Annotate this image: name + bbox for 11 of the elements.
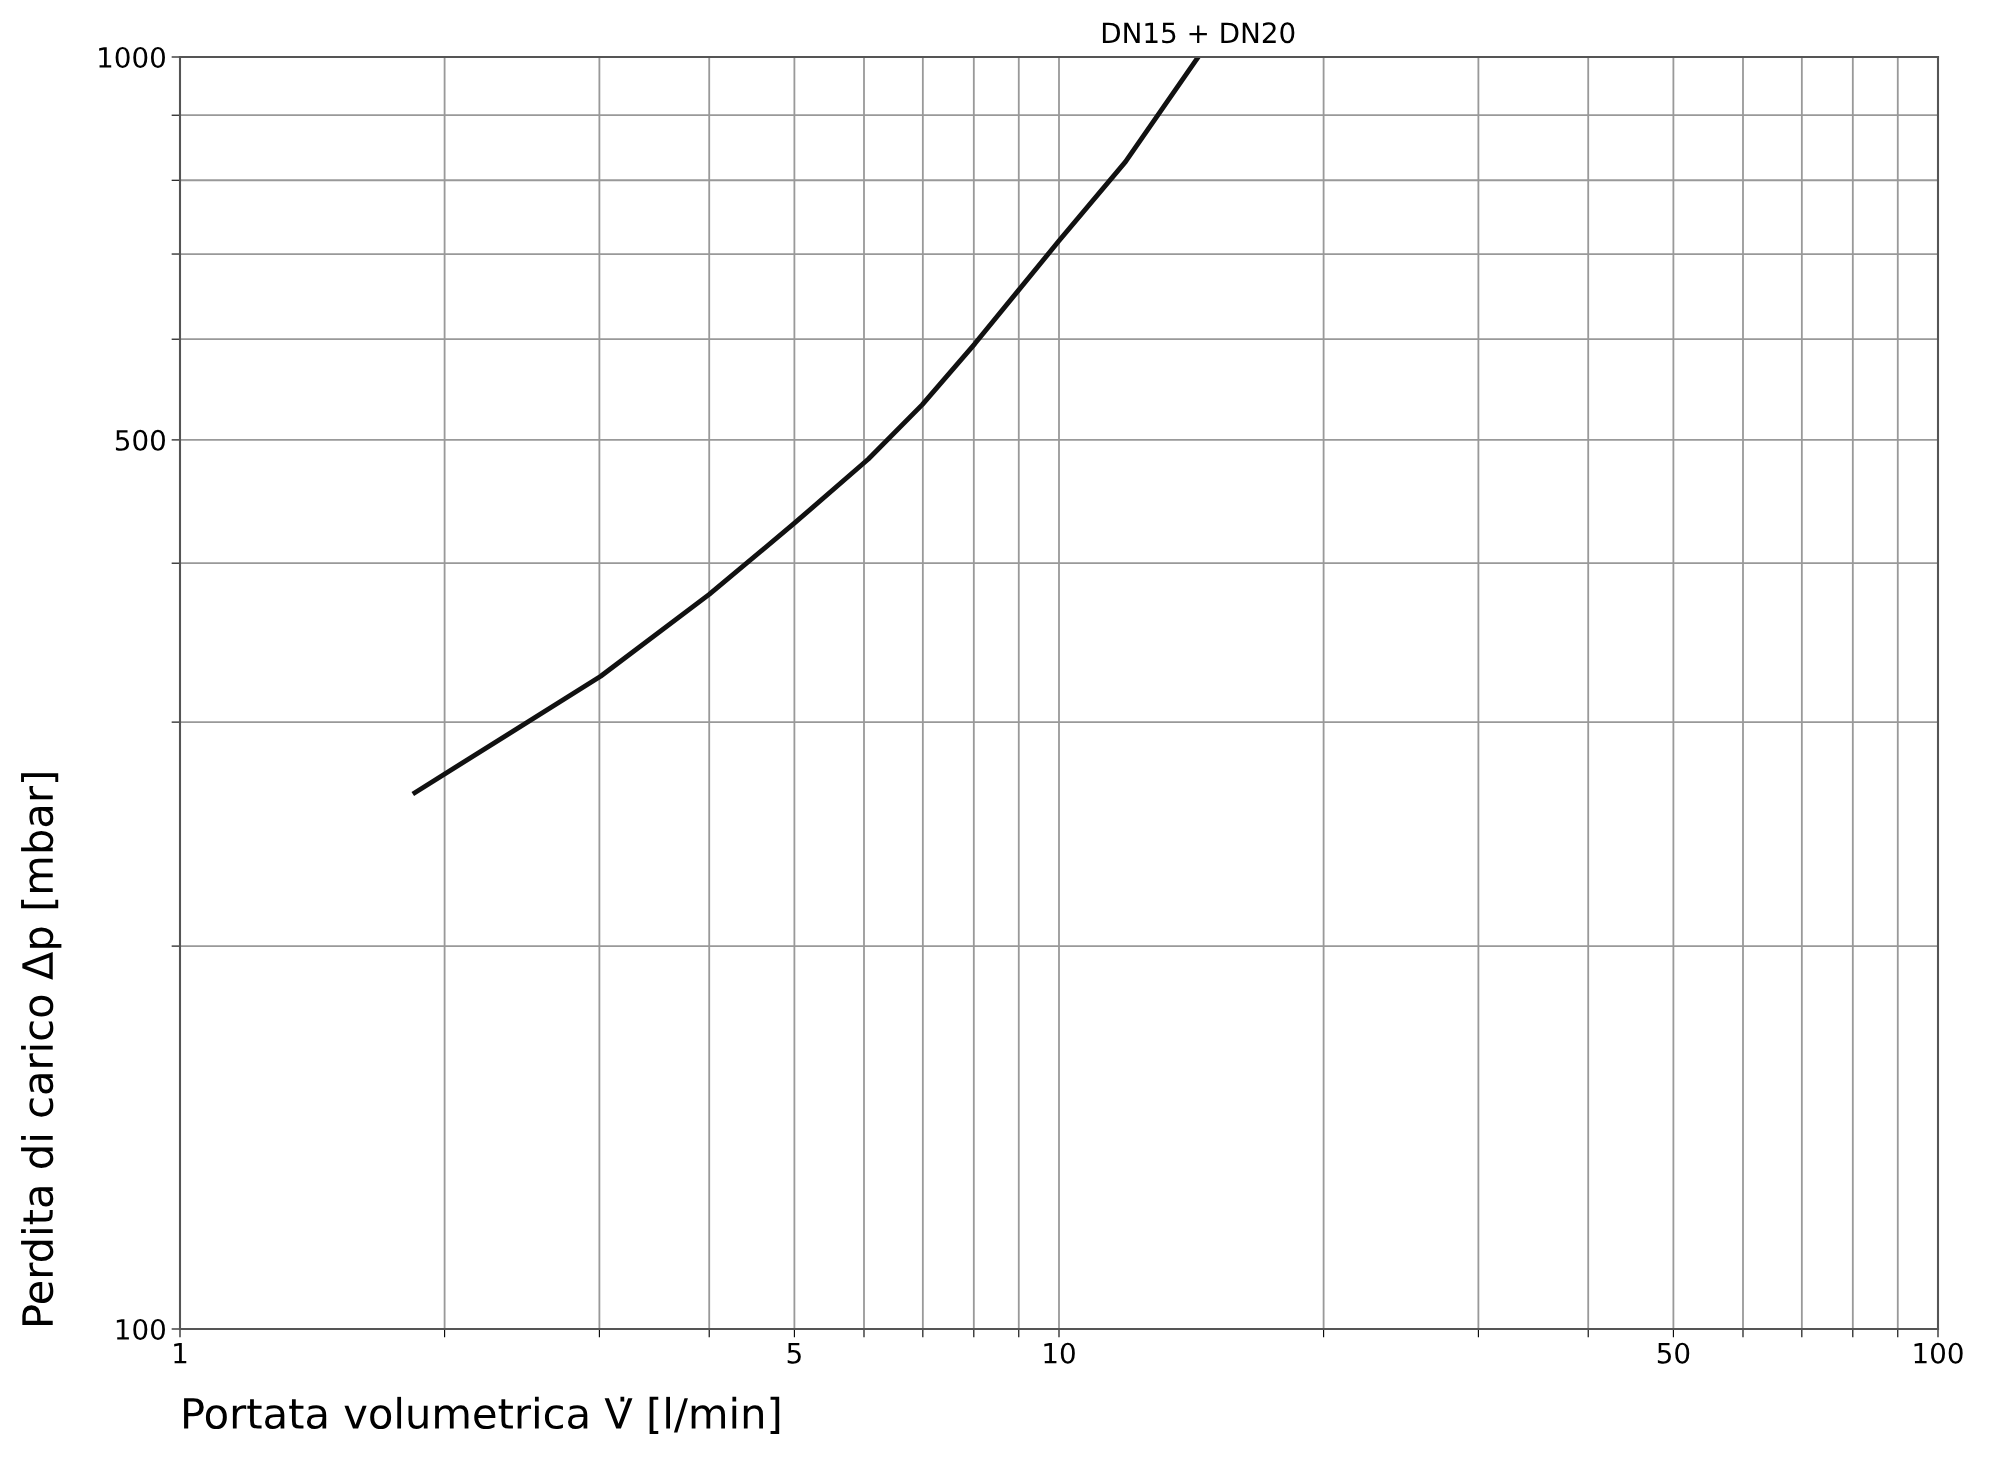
y-axis-title: Perdita di carico Δp [mbar] [21, 773, 62, 1325]
x-tick-label: 50 [1657, 1342, 1690, 1364]
x-tick-label: 1 [174, 1343, 187, 1364]
y-tick-label: 100 [116, 1318, 165, 1340]
annotation: DN15 + DN20 [1102, 22, 1295, 44]
y-tick-label: 1000 [99, 46, 165, 68]
x-tick-label: 10 [1044, 1342, 1075, 1364]
x-tick-label: 5 [787, 1343, 801, 1364]
x-axis-title: Portata volumetrica V̇ [l/min] [184, 1396, 780, 1435]
y-tick-label: 500 [115, 429, 165, 451]
x-tick-label: 100 [1914, 1342, 1963, 1364]
